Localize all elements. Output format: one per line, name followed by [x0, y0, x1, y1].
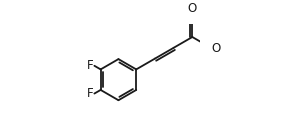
Text: F: F [87, 59, 94, 72]
Text: O: O [188, 2, 197, 15]
Text: F: F [87, 87, 94, 100]
Text: O: O [212, 42, 221, 55]
